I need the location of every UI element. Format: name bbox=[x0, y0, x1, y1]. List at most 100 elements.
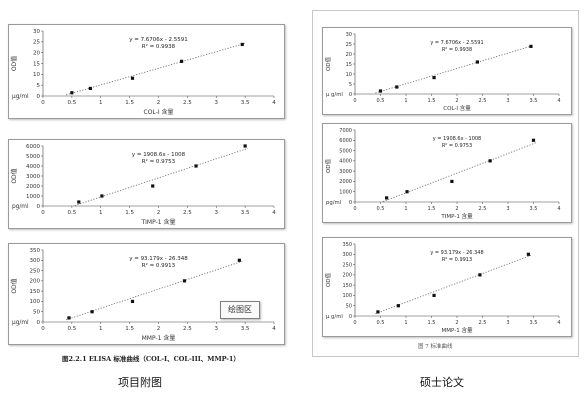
trendline-r2: R² = 0.9753 bbox=[442, 143, 472, 149]
data-point bbox=[385, 196, 389, 200]
data-point bbox=[70, 91, 74, 95]
y-tick-label: 350 bbox=[342, 242, 352, 248]
y-tick-label: 4000 bbox=[339, 159, 352, 165]
data-point bbox=[529, 44, 533, 48]
unit-label: μ g/ml bbox=[326, 92, 343, 98]
chart-mmp1-panel: 0 50 100 150 200 250 300 350 0 0.5 1 1.5 2 2.5 3 3.5 4 y … bbox=[8, 243, 285, 345]
y-tick-label: 2000 bbox=[26, 184, 40, 190]
y-tick-label: 30 bbox=[33, 29, 40, 35]
trendline-r2: R² = 0.9753 bbox=[142, 158, 176, 165]
y-tick-label: 20 bbox=[33, 50, 40, 56]
x-tick-label: 1.5 bbox=[428, 206, 436, 212]
x-tick-label: 3 bbox=[506, 98, 509, 104]
data-point bbox=[395, 85, 399, 89]
y-tick-label: 0 bbox=[349, 92, 352, 98]
y-tick-label: 200 bbox=[342, 273, 352, 279]
x-tick-label: 3 bbox=[215, 210, 219, 216]
thesis-label: 硕士论文 bbox=[420, 376, 464, 389]
y-tick-label: 150 bbox=[342, 283, 352, 289]
x-tick-label: 2 bbox=[157, 100, 161, 106]
y-tick-label: 0 bbox=[349, 200, 352, 206]
y-tick-label: 5 bbox=[37, 83, 41, 89]
y-tick-label: 25 bbox=[33, 40, 40, 46]
y-tick-label: 1000 bbox=[339, 190, 352, 196]
data-point bbox=[432, 76, 436, 80]
data-point bbox=[180, 59, 184, 63]
y-tick-label: 10 bbox=[346, 72, 352, 78]
data-point bbox=[396, 304, 400, 308]
x-tick-label: 0.5 bbox=[68, 100, 77, 106]
x-tick-label: 3 bbox=[215, 100, 219, 106]
x-tick-label: 0 bbox=[353, 98, 356, 104]
x-axis-label: TIMP-1 含量 bbox=[440, 212, 473, 220]
data-point bbox=[243, 144, 247, 148]
data-point bbox=[488, 159, 492, 163]
x-axis-label: TIMP-1 含量 bbox=[141, 218, 176, 226]
x-tick-label: 4 bbox=[557, 320, 560, 326]
x-tick-label: 0 bbox=[41, 210, 45, 216]
x-tick-label: 4 bbox=[272, 326, 276, 332]
y-tick-label: 0 bbox=[37, 94, 41, 100]
x-tick-label: 1.5 bbox=[428, 98, 436, 104]
x-tick-label: 3 bbox=[506, 320, 509, 326]
x-tick-label: 0.5 bbox=[377, 98, 385, 104]
x-tick-label: 1 bbox=[99, 326, 103, 332]
x-tick-label: 2 bbox=[455, 98, 458, 104]
trendline bbox=[375, 45, 534, 94]
y-tick-label: 0 bbox=[37, 204, 41, 210]
left-figure-caption: 图2.2.1 ELISA 标准曲线（COL-I、COL-III、MMP-1） bbox=[62, 355, 240, 363]
y-tick-label: 25 bbox=[346, 42, 352, 48]
x-tick-label: 1 bbox=[404, 206, 407, 212]
x-tick-label: 4 bbox=[557, 98, 560, 104]
chart-col1-panel-thesis: 0 5 10 15 20 25 30 0 0.5 1 1.5 2 2.5 3 3.5 4 y = 7.6706x… bbox=[322, 27, 572, 115]
x-tick-label: 0.5 bbox=[377, 206, 385, 212]
unit-label: μ g/ml bbox=[326, 314, 343, 320]
data-point bbox=[240, 42, 244, 47]
y-tick-label: 5 bbox=[349, 82, 352, 88]
y-tick-label: 1000 bbox=[26, 194, 40, 200]
x-tick-label: 3.5 bbox=[530, 206, 538, 212]
y-tick-label: 250 bbox=[30, 268, 41, 274]
data-point bbox=[531, 138, 536, 142]
x-tick-label: 1 bbox=[99, 100, 103, 106]
trendline-equation: y = 1908.6x - 1008 bbox=[132, 152, 186, 158]
x-tick-label: 1.5 bbox=[125, 100, 134, 106]
y-tick-label: 7000 bbox=[339, 128, 352, 134]
chart-timp1-panel-thesis: 0 1000 2000 3000 4000 5000 6000 7000 0 0.5 1 1.5 2 2.… bbox=[322, 123, 572, 223]
x-tick-label: 2 bbox=[455, 206, 458, 212]
y-tick-label: 200 bbox=[30, 279, 41, 285]
data-point bbox=[376, 310, 380, 314]
chart-col1-panel: 0 5 10 15 20 25 30 0 0.5 1 1.5 2 2.5 3 3.5 4 y = 7.6706x… bbox=[8, 24, 285, 119]
chart-svg-left-2: 0 1000 2000 3000 4000 5000 6000 0 0.5 1 1.5 2 2.5 3 3.… bbox=[10, 144, 276, 226]
y-axis-label: OD值 bbox=[324, 56, 332, 71]
x-tick-label: 0.5 bbox=[377, 320, 385, 326]
x-tick-label: 1 bbox=[404, 98, 407, 104]
x-tick-label: 4 bbox=[272, 210, 276, 216]
y-axis-label: OD值 bbox=[324, 272, 332, 287]
data-point bbox=[67, 316, 71, 320]
chart-mmp1-panel-thesis: 0 50 100 150 200 250 300 350 0 0.5 1 1.5 2 2.5 3 3.5 4 y … bbox=[322, 237, 572, 337]
x-tick-label: 1 bbox=[99, 210, 103, 216]
y-tick-label: 15 bbox=[33, 61, 40, 67]
chart-svg-right-3: 0 50 100 150 200 250 300 350 0 0.5 1 1.5 2 2.5 3 3.5 4 y … bbox=[324, 242, 561, 334]
x-tick-label: 3.5 bbox=[530, 320, 538, 326]
y-tick-label: 5000 bbox=[339, 148, 352, 154]
project-figure-label: 项目附图 bbox=[118, 376, 162, 389]
unit-label: μg/ml bbox=[12, 320, 29, 326]
y-tick-label: 100 bbox=[342, 293, 352, 299]
trendline-equation: y = 7.6706x - 2.5591 bbox=[129, 37, 188, 43]
trendline-r2: R² = 0.9938 bbox=[142, 43, 176, 50]
y-axis-label: OD值 bbox=[10, 168, 18, 183]
y-tick-label: 50 bbox=[33, 310, 40, 316]
trendline-equation: y = 7.6706x - 2.5591 bbox=[430, 40, 483, 46]
y-tick-label: 20 bbox=[346, 52, 352, 58]
y-tick-label: 10 bbox=[33, 72, 40, 78]
y-axis-label: OD值 bbox=[10, 56, 18, 71]
plot-area-tooltip: 绘图区 bbox=[220, 301, 260, 319]
y-tick-label: 3000 bbox=[26, 174, 40, 180]
x-axis-label: COL-Ⅰ 含量 bbox=[443, 104, 471, 112]
x-tick-label: 4 bbox=[272, 100, 276, 106]
chart-timp1-panel: 0 1000 2000 3000 4000 5000 6000 0 0.5 1 1.5 2 2.5 3 3.… bbox=[8, 139, 285, 229]
x-tick-label: 3 bbox=[506, 206, 509, 212]
data-point bbox=[77, 200, 81, 204]
